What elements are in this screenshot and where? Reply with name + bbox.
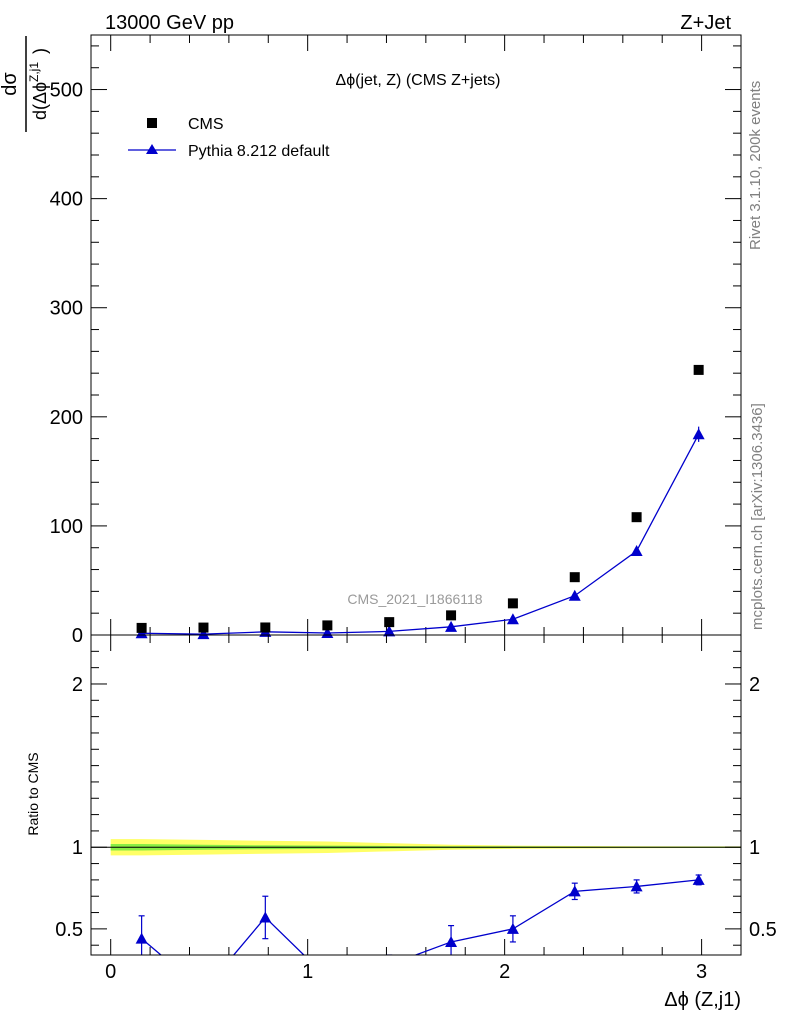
pythia-point — [692, 428, 705, 440]
ratio-pythia-point — [692, 873, 705, 885]
rivet-label: Rivet 3.1.10, 200k events — [747, 81, 764, 250]
ratio-pythia-point — [383, 959, 395, 970]
ratio-y-tick-label: 2 — [72, 674, 83, 696]
main-panel-title: Δϕ(jet, Z) (CMS Z+jets) — [336, 72, 501, 89]
pythia-point — [445, 620, 458, 632]
cms-point — [384, 617, 395, 628]
cms-point — [260, 622, 271, 633]
pythia-line — [141, 433, 700, 635]
svg-text:d(Δϕ: d(Δϕ — [30, 82, 50, 120]
cms-point — [446, 610, 457, 621]
ratio-pythia-point — [135, 932, 148, 944]
ratio-panel-frame — [90, 634, 742, 956]
header-left: 13000 GeV pp — [105, 12, 234, 34]
main-data-layer — [135, 364, 705, 640]
ratio-pythia-point — [197, 985, 209, 996]
legend-cms-marker — [147, 118, 157, 128]
source-label: mcplots.cern.ch [arXiv:1306.3436] — [749, 403, 766, 630]
ratio-y-tick-label: 1 — [72, 837, 83, 859]
y-tick-label: 400 — [50, 189, 83, 211]
y-tick-label: 100 — [50, 516, 83, 538]
cms-point — [322, 620, 333, 631]
ylabel-denominator: d(Δϕ Z,j1 ) — [27, 48, 50, 120]
svg-text:): ) — [30, 48, 50, 54]
x-axis-label: Δϕ (Z,j1) — [664, 989, 741, 1011]
ratio-data-layer — [135, 873, 705, 996]
pythia-point — [630, 545, 643, 556]
legend: CMS Pythia 8.212 default — [128, 116, 330, 160]
header-right: Z+Jet — [680, 12, 731, 34]
ratio-pythia-point — [630, 880, 643, 892]
x-tick-labels: 0 1 2 3 — [105, 961, 707, 983]
ratio-y-axis-label: Ratio to CMS — [25, 752, 41, 835]
main-axis-ticks: 0 100 200 300 400 500 — [50, 35, 742, 647]
pythia-point — [197, 628, 210, 640]
cms-point — [198, 622, 209, 633]
legend-pythia-label: Pythia 8.212 default — [188, 143, 330, 160]
cms-point — [136, 622, 147, 633]
x-tick-label: 2 — [499, 961, 510, 983]
cms-point — [631, 512, 642, 523]
legend-pythia-marker — [146, 144, 158, 154]
main-y-axis-label: dσ d(Δϕ Z,j1 ) — [0, 36, 50, 132]
ratio-pythia-point — [321, 972, 333, 983]
legend-cms-label: CMS — [188, 116, 224, 133]
ratio-y-tick-label-right: 0.5 — [749, 919, 777, 941]
cms-point — [569, 572, 580, 583]
ratio-pythia-point — [259, 911, 272, 923]
y-tick-label: 0 — [72, 625, 83, 647]
ratio-axis-ticks: 0.5 0.5 1 1 2 2 — [55, 635, 777, 955]
cms-point — [507, 598, 518, 609]
y-tick-label: 200 — [50, 407, 83, 429]
ratio-pythia-point — [568, 885, 581, 897]
ratio-y-tick-label-right: 1 — [749, 837, 760, 859]
ratio-y-tick-label-right: 2 — [749, 674, 760, 696]
pythia-point — [506, 613, 519, 625]
ratio-y-tick-label: 0.5 — [55, 919, 83, 941]
ratio-pythia-point — [445, 935, 458, 947]
y-tick-label: 300 — [50, 298, 83, 320]
pythia-point — [568, 589, 581, 601]
analysis-watermark: CMS_2021_I1866118 — [347, 591, 482, 607]
pythia-point — [383, 625, 396, 637]
y-tick-label: 500 — [50, 80, 83, 102]
ratio-uncertainty-band — [91, 839, 742, 856]
ratio-pythia-point — [506, 922, 519, 934]
svg-text:Z,j1: Z,j1 — [27, 62, 41, 82]
ratio-pythia-line — [141, 879, 699, 955]
ylabel-numerator: dσ — [0, 72, 21, 96]
cms-point — [693, 364, 704, 375]
x-tick-label: 0 — [105, 961, 116, 983]
x-tick-label: 3 — [696, 961, 707, 983]
x-tick-label: 1 — [302, 961, 313, 983]
